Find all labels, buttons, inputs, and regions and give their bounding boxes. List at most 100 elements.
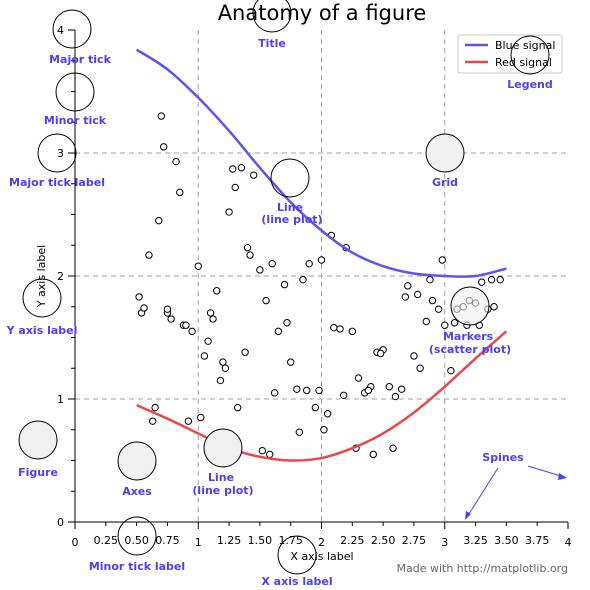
annot-circle-legend: [510, 35, 550, 75]
minor-xtick-label-0: 0.25: [94, 534, 119, 547]
scatter-point-88: [413, 290, 422, 299]
scatter-point-69: [148, 417, 157, 425]
major-ytick-label-4: 4: [57, 24, 64, 37]
major-xtick-label-4: 4: [565, 536, 572, 549]
scatter-point-38: [311, 403, 320, 412]
scatter-point-32: [274, 327, 283, 336]
scatter-point-91: [450, 319, 459, 327]
annot-minor-tick: Minor tick: [44, 114, 107, 127]
scatter-point-25: [237, 164, 246, 172]
scatter-point-55: [416, 364, 424, 372]
annot-circle-minor-tick-label: [117, 516, 157, 556]
minor-xtick-label-10: 3.50: [494, 534, 519, 547]
annot-circle-grid: [425, 133, 465, 173]
annot-line-upper-line1: Line: [277, 201, 303, 214]
minor-xtick-label-6: 2.25: [340, 534, 365, 547]
scatter-point-12: [163, 305, 172, 313]
annot-circle-figure: [18, 420, 58, 460]
annot-circle-x-axis-label: [277, 535, 317, 575]
ticks-layer: 0 1 2 3 4 0.25 0.50 0.75 1.25 1.50 1.75 2.25 2.50 2.7…: [57, 24, 572, 549]
scatter-point-79: [303, 386, 311, 395]
minor-xtick-label-4: 1.50: [248, 534, 273, 547]
annot-line-lower-line2: (line plot): [192, 484, 253, 497]
scatter-point-80: [315, 386, 323, 395]
annot-markers: Markers (scatter plot): [429, 330, 511, 356]
scatter-point-18: [206, 309, 215, 317]
annot-line-upper: Line (line plot): [261, 201, 322, 226]
legend-blue-label: Blue signal: [495, 39, 555, 52]
scatter-point-77: [283, 319, 291, 327]
minor-xtick-label-1: 0.50: [124, 534, 149, 547]
annot-major-tick-label: Major tick label: [9, 176, 105, 189]
scatter-point-60: [447, 367, 455, 375]
annot-circle-line-lower: [203, 428, 243, 468]
annot-circle-line-upper: [270, 158, 310, 198]
scatter-point-11: [151, 403, 159, 412]
annot-grid: Grid: [432, 176, 458, 189]
annot-circle-major-tick: [52, 9, 92, 49]
spines-arrow-right: [527, 465, 565, 478]
annot-line-upper-line2: (line plot): [261, 213, 322, 226]
major-ytick-label-1: 1: [57, 393, 64, 406]
annot-spines: Spines: [482, 451, 524, 464]
scatter-point-84: [364, 386, 373, 395]
major-xtick-label-3: 3: [441, 536, 448, 549]
annot-circle-markers: [450, 286, 490, 326]
minor-xtick-label-8: 2.75: [402, 534, 427, 547]
scatter-point-51: [391, 392, 400, 401]
scatter-point-0: [157, 112, 165, 120]
scatter-point-70: [197, 413, 205, 422]
minor-xtick-label-3: 1.25: [217, 534, 242, 547]
scatter-point-33: [280, 280, 289, 289]
major-xtick-label-1: 1: [195, 536, 202, 549]
scatter-point-27: [246, 251, 254, 259]
scatter-point-15: [188, 327, 196, 336]
scatter-point-2: [155, 216, 163, 225]
scatter-point-21: [219, 358, 227, 366]
scatter-point-50: [385, 383, 393, 391]
minor-xtick-label-5: 1.75: [278, 534, 303, 547]
scatter-point-16: [194, 262, 202, 270]
scatter-point-74: [241, 348, 249, 356]
annot-axes: Axes: [122, 485, 152, 498]
major-xtick-label-0: 0: [72, 536, 79, 549]
scatter-point-39: [317, 256, 326, 264]
annot-major-tick: Major tick: [49, 53, 112, 66]
annot-y-axis-label: Y axis label: [6, 324, 78, 337]
scatter-point-30: [262, 296, 270, 305]
x-axis-label: X axis label: [290, 550, 353, 563]
scatter-point-1: [160, 143, 168, 151]
scatter-point-40: [323, 410, 332, 418]
scatter-point-5: [176, 188, 184, 197]
major-xtick-label-2: 2: [318, 536, 325, 549]
scatter-point-65: [478, 278, 486, 286]
scatter-point-98: [320, 426, 328, 434]
scatter-point-97: [258, 446, 267, 455]
scatter-point-96: [233, 403, 242, 412]
scatter-point-10: [140, 304, 148, 312]
scatter-point-58: [434, 305, 443, 313]
scatter-point-67: [490, 303, 498, 311]
scatter-point-22: [225, 208, 233, 216]
y-axis-label: Y axis label: [35, 245, 48, 308]
spines-arrow-right-head: [558, 473, 567, 480]
scatter-point-35: [293, 385, 301, 393]
scatter-point-90: [438, 256, 446, 264]
scatter-point-26: [243, 244, 252, 252]
annot-circle-title: [252, 0, 292, 33]
annot-markers-line2: (scatter plot): [429, 343, 511, 356]
series-line-1: [136, 330, 508, 462]
scatter-point-73: [221, 364, 230, 372]
annot-circle-major-tick-label: [37, 133, 77, 173]
scatter-point-14: [182, 321, 190, 329]
scatter-point-28: [250, 171, 258, 179]
scatter-point-19: [209, 315, 217, 323]
scatter-point-34: [286, 358, 295, 366]
minor-xtick-label-7: 2.50: [371, 534, 396, 547]
minor-xtick-label-2: 0.75: [155, 534, 180, 547]
scatter-point-68: [496, 275, 504, 284]
scatter-point-54: [410, 352, 418, 360]
major-ytick-label-0: 0: [57, 516, 64, 529]
scatter-point-37: [305, 260, 313, 268]
legend: Blue signal Red signal: [457, 34, 563, 74]
